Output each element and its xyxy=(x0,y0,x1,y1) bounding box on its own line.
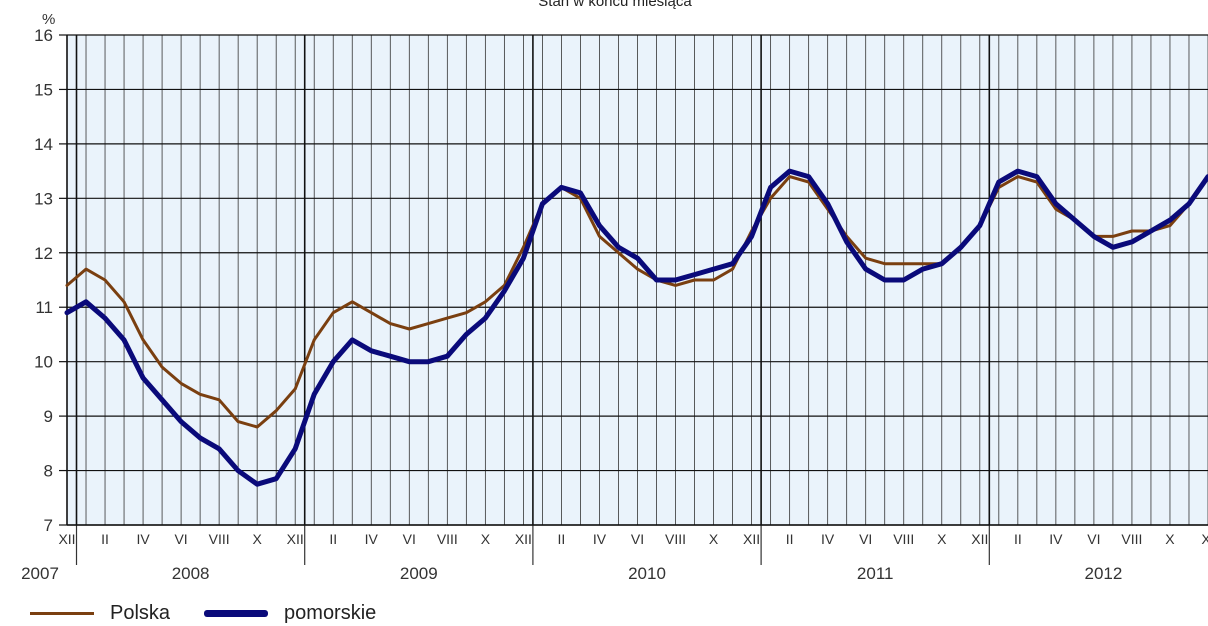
y-tick-label: 12 xyxy=(34,244,53,263)
x-tick-label: II xyxy=(558,531,566,547)
year-label: 2007 xyxy=(21,564,59,583)
y-axis-unit: % xyxy=(42,11,55,28)
x-tick-label: IV xyxy=(593,531,607,547)
unemployment-chart: Stan w końcu miesiąca % 7 8 9 10 11 12 13 14 15 1… xyxy=(21,0,1208,583)
y-tick-label: 7 xyxy=(44,516,53,535)
x-tick-label: XI xyxy=(1201,531,1208,547)
x-tick-label: X xyxy=(1165,531,1175,547)
x-tick-label: VIII xyxy=(1121,531,1142,547)
year-label: 2009 xyxy=(400,564,438,583)
x-tick-label: VIII xyxy=(893,531,914,547)
x-tick-label: IV xyxy=(136,531,150,547)
x-tick-label: II xyxy=(1014,531,1022,547)
legend-swatch-polska xyxy=(30,611,94,615)
y-tick-label: 10 xyxy=(34,353,53,372)
x-tick-label: XII xyxy=(515,531,532,547)
x-tick-label: XII xyxy=(743,531,760,547)
x-tick-label: VI xyxy=(403,531,416,547)
chart-legend: Polska pomorskie xyxy=(30,600,410,626)
y-tick-label: 11 xyxy=(35,298,53,317)
x-tick-label: II xyxy=(101,531,109,547)
x-tick-label: X xyxy=(937,531,947,547)
x-tick-label: XII xyxy=(287,531,304,547)
x-tick-label: X xyxy=(481,531,491,547)
year-label: 2011 xyxy=(857,564,894,583)
x-tick-label: VI xyxy=(1087,531,1100,547)
y-tick-label: 15 xyxy=(34,80,53,99)
x-tick-label: IV xyxy=(1049,531,1063,547)
y-tick-label: 14 xyxy=(34,135,53,154)
legend-item-polska: Polska xyxy=(30,602,170,625)
x-tick-label: X xyxy=(709,531,719,547)
x-tick-label: XII xyxy=(58,531,75,547)
y-tick-label: 8 xyxy=(44,462,53,481)
x-tick-label: IV xyxy=(821,531,835,547)
x-tick-label: XII xyxy=(971,531,988,547)
y-tick-label: 16 xyxy=(34,26,53,45)
chart-title: Stan w końcu miesiąca xyxy=(538,0,692,10)
series-line-polska xyxy=(65,175,1208,429)
y-tick-label: 13 xyxy=(34,189,53,208)
series-line-pomorskie xyxy=(64,168,1208,487)
x-tick-label: II xyxy=(786,531,794,547)
legend-item-pomorskie: pomorskie xyxy=(204,602,376,625)
x-tick-label: VI xyxy=(631,531,644,547)
legend-label-polska: Polska xyxy=(110,601,171,624)
x-tick-label: X xyxy=(252,531,262,547)
x-tick-label: VI xyxy=(859,531,872,547)
year-label: 2012 xyxy=(1084,564,1122,583)
x-tick-label: VIII xyxy=(437,531,458,547)
year-label: 2008 xyxy=(172,564,210,583)
year-label: 2010 xyxy=(628,564,666,583)
x-tick-label: VIII xyxy=(209,531,230,547)
x-tick-label: VIII xyxy=(665,531,686,547)
x-tick-label: II xyxy=(329,531,337,547)
legend-swatch-pomorskie xyxy=(204,609,269,617)
legend-label-pomorskie: pomorskie xyxy=(284,601,377,624)
x-tick-label: IV xyxy=(365,531,379,547)
x-tick-label: VI xyxy=(174,531,187,547)
y-tick-label: 9 xyxy=(44,407,53,426)
